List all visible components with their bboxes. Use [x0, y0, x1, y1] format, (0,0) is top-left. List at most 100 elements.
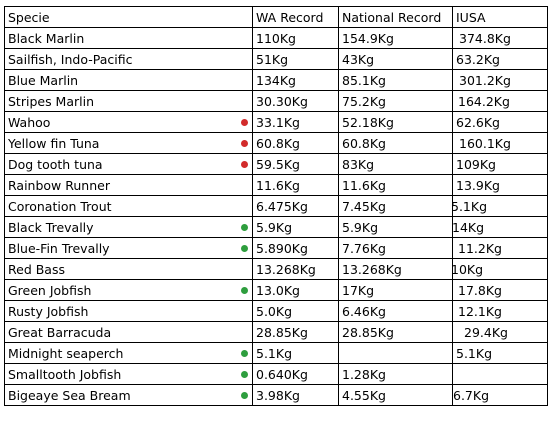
- national-record-cell: 6.46Kg: [338, 300, 453, 322]
- table-row: Coronation Trout 6.475Kg 7.45Kg 5.1Kg: [4, 195, 548, 217]
- wa-record-cell: 3.98Kg: [252, 384, 339, 406]
- records-body: Black Marlin 110Kg 154.9Kg 374.8Kg Sailfish,…: [4, 27, 548, 406]
- green-dot-marker-icon: [241, 224, 248, 231]
- wa-record-cell: 13.268Kg: [252, 258, 339, 280]
- iusa-record-cell: [452, 363, 548, 385]
- species-cell: Blue-Fin Trevally: [4, 237, 253, 259]
- iusa-record-value: 374.8Kg: [459, 30, 511, 46]
- national-record-cell: 28.85Kg: [338, 321, 453, 343]
- species-cell: Dog tooth tuna: [4, 153, 253, 175]
- species-cell: Wahoo: [4, 111, 253, 133]
- wa-record-cell: 13.0Kg: [252, 279, 339, 301]
- species-cell: Bigeaye Sea Bream: [4, 384, 253, 406]
- species-header: Specie: [4, 6, 253, 28]
- table-row: Bigeaye Sea Bream 3.98Kg 4.55Kg 6.7Kg: [4, 384, 548, 406]
- table-row: Black Trevally 5.9Kg 5.9Kg 14Kg: [4, 216, 548, 238]
- green-dot-marker-icon: [241, 371, 248, 378]
- national-record-cell: 13.268Kg: [338, 258, 453, 280]
- wa-record-header: WA Record: [252, 6, 339, 28]
- table-row: Stripes Marlin 30.30Kg 75.2Kg 164.2Kg: [4, 90, 548, 112]
- species-cell: Stripes Marlin: [4, 90, 253, 112]
- national-record-cell: 75.2Kg: [338, 90, 453, 112]
- species-name: Black Marlin: [8, 30, 85, 46]
- species-name: Midnight seaperch: [8, 345, 124, 361]
- iusa-record-value: 12.1Kg: [458, 303, 502, 319]
- iusa-record-cell: 109Kg: [452, 153, 548, 175]
- iusa-record-value: 164.2Kg: [458, 93, 510, 109]
- wa-record-cell: 5.1Kg: [252, 342, 339, 364]
- iusa-record-value: 11.2Kg: [458, 240, 502, 256]
- iusa-header: IUSA: [452, 6, 548, 28]
- table-row: Blue Marlin 134Kg 85.1Kg 301.2Kg: [4, 69, 548, 91]
- iusa-record-value: 301.2Kg: [459, 72, 511, 88]
- species-cell: Green Jobfish: [4, 279, 253, 301]
- table-row: Yellow fin Tuna 60.8Kg 60.8Kg 160.1Kg: [4, 132, 548, 154]
- species-name: Rainbow Runner: [8, 177, 110, 193]
- wa-record-cell: 110Kg: [252, 27, 339, 49]
- national-record-cell: 43Kg: [338, 48, 453, 70]
- species-cell: Great Barracuda: [4, 321, 253, 343]
- iusa-record-cell: 13.9Kg: [452, 174, 548, 196]
- species-cell: Sailfish, Indo-Pacific: [4, 48, 253, 70]
- species-name: Sailfish, Indo-Pacific: [8, 51, 133, 67]
- wa-record-cell: 134Kg: [252, 69, 339, 91]
- species-cell: Rainbow Runner: [4, 174, 253, 196]
- wa-record-cell: 60.8Kg: [252, 132, 339, 154]
- wa-record-cell: 5.890Kg: [252, 237, 339, 259]
- table-row: Wahoo 33.1Kg 52.18Kg 62.6Kg: [4, 111, 548, 133]
- table-row: Blue-Fin Trevally 5.890Kg 7.76Kg 11.2Kg: [4, 237, 548, 259]
- species-cell: Blue Marlin: [4, 69, 253, 91]
- national-record-cell: 52.18Kg: [338, 111, 453, 133]
- iusa-record-value: 62.6Kg: [456, 114, 500, 130]
- iusa-record-cell: 14Kg: [452, 216, 548, 238]
- header-row: Specie WA Record National Record IUSA: [4, 6, 548, 28]
- national-record-cell: 17Kg: [338, 279, 453, 301]
- species-cell: Midnight seaperch: [4, 342, 253, 364]
- iusa-record-value: 14Kg: [452, 219, 485, 235]
- iusa-record-value: 6.7Kg: [453, 387, 490, 403]
- wa-record-cell: 33.1Kg: [252, 111, 339, 133]
- green-dot-marker-icon: [241, 350, 248, 357]
- wa-record-cell: 5.0Kg: [252, 300, 339, 322]
- wa-record-cell: 0.640Kg: [252, 363, 339, 385]
- species-name: Blue Marlin: [8, 72, 79, 88]
- species-name: Smalltooth Jobfish: [8, 366, 122, 382]
- iusa-record-cell: 5.1Kg: [452, 195, 548, 217]
- species-name: Yellow fin Tuna: [8, 135, 100, 151]
- fish-records-table: Specie WA Record National Record IUSA Bl…: [4, 6, 548, 406]
- wa-record-cell: 5.9Kg: [252, 216, 339, 238]
- national-record-cell: 60.8Kg: [338, 132, 453, 154]
- species-name: Wahoo: [8, 114, 51, 130]
- iusa-record-cell: 12.1Kg: [452, 300, 548, 322]
- species-name: Dog tooth tuna: [8, 156, 103, 172]
- wa-record-cell: 59.5Kg: [252, 153, 339, 175]
- iusa-record-cell: 11.2Kg: [452, 237, 548, 259]
- iusa-record-value: 5.1Kg: [456, 345, 493, 361]
- iusa-record-cell: 63.2Kg: [452, 48, 548, 70]
- species-cell: Smalltooth Jobfish: [4, 363, 253, 385]
- iusa-record-cell: 301.2Kg: [452, 69, 548, 91]
- species-cell: Black Marlin: [4, 27, 253, 49]
- iusa-record-value: 63.2Kg: [456, 51, 500, 67]
- national-record-cell: 7.45Kg: [338, 195, 453, 217]
- species-name: Blue-Fin Trevally: [8, 240, 110, 256]
- table-row: Smalltooth Jobfish 0.640Kg 1.28Kg: [4, 363, 548, 385]
- red-dot-marker-icon: [241, 140, 248, 147]
- iusa-record-cell: 29.4Kg: [452, 321, 548, 343]
- red-dot-marker-icon: [241, 161, 248, 168]
- table-row: Dog tooth tuna 59.5Kg 83Kg 109Kg: [4, 153, 548, 175]
- national-record-cell: 85.1Kg: [338, 69, 453, 91]
- iusa-record-cell: 374.8Kg: [452, 27, 548, 49]
- wa-record-cell: 28.85Kg: [252, 321, 339, 343]
- iusa-record-cell: 10Kg: [452, 258, 548, 280]
- iusa-record-cell: 164.2Kg: [452, 90, 548, 112]
- iusa-record-value: 109Kg: [456, 156, 496, 172]
- national-record-cell: 11.6Kg: [338, 174, 453, 196]
- table-row: Green Jobfish 13.0Kg 17Kg 17.8Kg: [4, 279, 548, 301]
- wa-record-cell: 30.30Kg: [252, 90, 339, 112]
- national-record-cell: 154.9Kg: [338, 27, 453, 49]
- species-cell: Red Bass: [4, 258, 253, 280]
- table-row: Rusty Jobfish 5.0Kg 6.46Kg 12.1Kg: [4, 300, 548, 322]
- iusa-record-cell: 6.7Kg: [452, 384, 548, 406]
- national-record-cell: 5.9Kg: [338, 216, 453, 238]
